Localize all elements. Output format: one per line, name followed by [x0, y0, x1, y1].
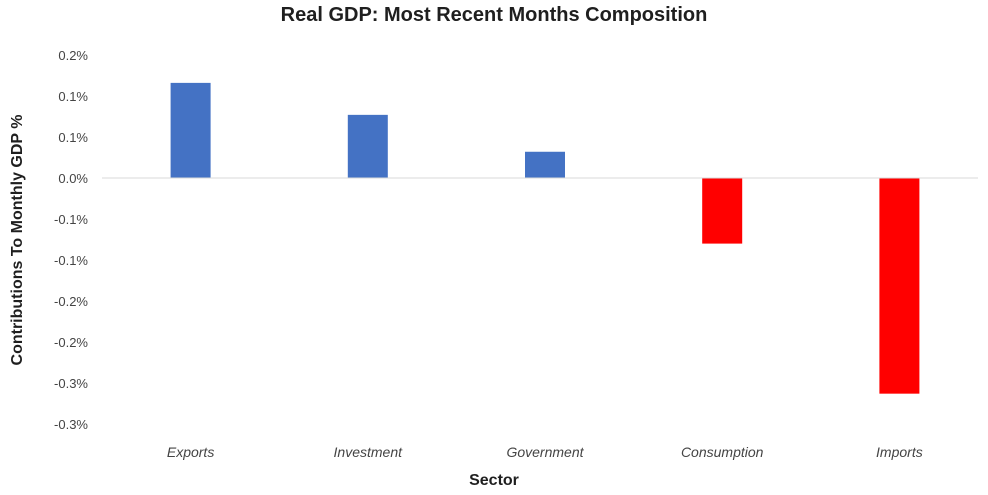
category-label: Exports: [167, 444, 214, 460]
y-tick-label: 0.1%: [58, 130, 88, 145]
category-label: Imports: [876, 444, 923, 460]
bar-consumption: [702, 178, 743, 244]
category-label: Government: [506, 444, 584, 460]
x-axis-label: Sector: [469, 472, 519, 489]
bar-imports: [879, 178, 920, 394]
bar-exports: [170, 82, 211, 178]
y-tick-label: -0.1%: [54, 253, 88, 268]
bar-government: [525, 151, 565, 178]
y-tick-label: 0.2%: [58, 48, 88, 63]
x-axis-categories: Exports Investment Government Consumption Im…: [167, 444, 923, 460]
category-label: Consumption: [681, 444, 764, 460]
bar-investment: [347, 114, 388, 178]
y-axis-ticks: 0.2% 0.1% 0.1% 0.0% -0.1% -0.1% -0.2% -0.2% -0.3…: [54, 48, 88, 432]
chart-title: Real GDP: Most Recent Months Composition: [280, 4, 708, 26]
bars: [170, 82, 920, 394]
y-tick-label: -0.2%: [54, 294, 88, 309]
y-tick-label: -0.3%: [54, 376, 88, 391]
category-label: Investment: [334, 444, 404, 460]
y-tick-label: 0.1%: [58, 89, 88, 104]
y-tick-label: -0.3%: [54, 417, 88, 432]
y-tick-label: -0.1%: [54, 212, 88, 227]
y-tick-label: 0.0%: [58, 171, 88, 186]
y-tick-label: -0.2%: [54, 335, 88, 350]
